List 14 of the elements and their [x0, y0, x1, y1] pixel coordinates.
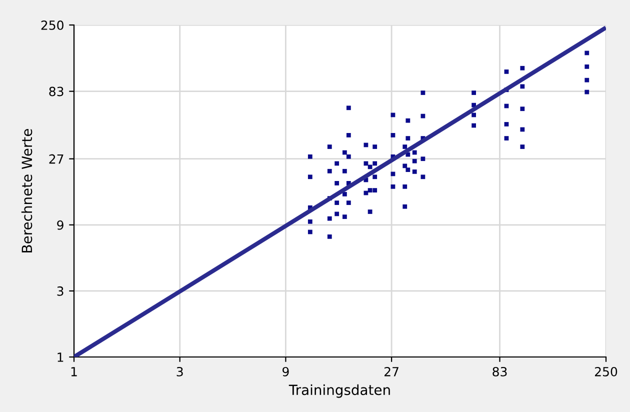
x-tick-label: 3: [176, 366, 183, 376]
x-tick-label: 83: [492, 366, 507, 376]
x-tick-label: 250: [594, 366, 618, 376]
y-axis-title: Berechnete Werte: [21, 129, 32, 252]
y-tick-label: 250: [41, 20, 64, 30]
y-tick-label: 3: [57, 286, 64, 296]
y-tick-label: 9: [57, 220, 64, 230]
x-tick-label: 9: [282, 366, 289, 376]
y-tick-label: 1: [58, 352, 64, 362]
x-tick-label: 1: [71, 367, 77, 376]
y-tick-label: 83: [49, 86, 64, 96]
y-tick-label: 27: [49, 154, 64, 164]
x-axis-title: Trainingsdaten: [288, 384, 390, 398]
x-tick-label: 27: [384, 366, 398, 376]
